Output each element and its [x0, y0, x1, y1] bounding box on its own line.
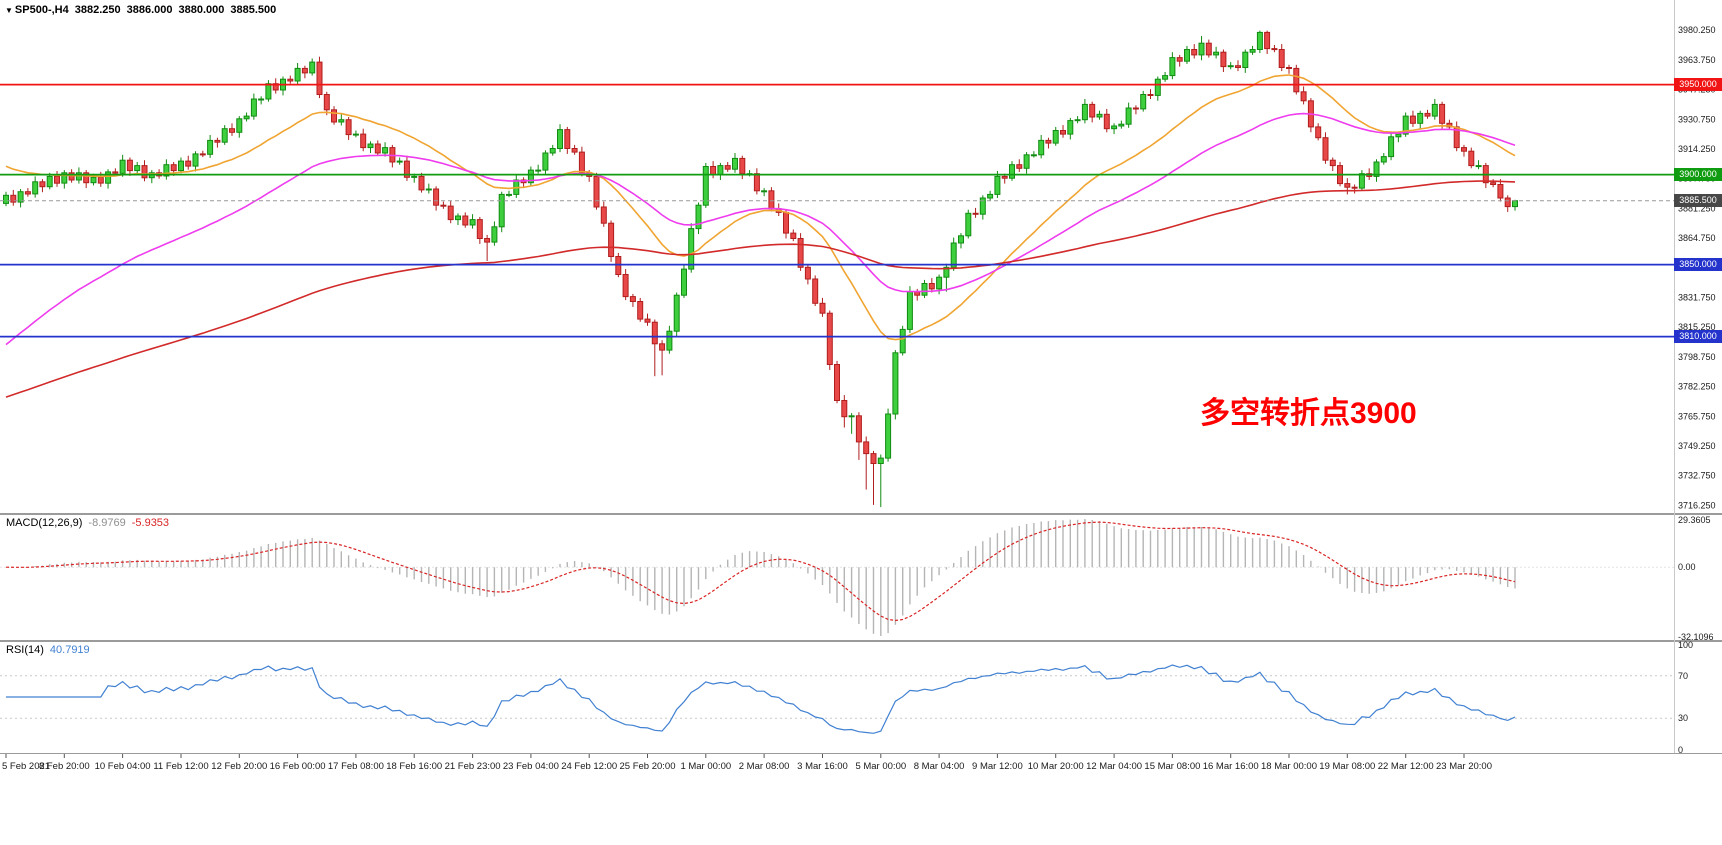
- svg-text:3732.750: 3732.750: [1678, 471, 1716, 481]
- svg-text:3980.250: 3980.250: [1678, 25, 1716, 35]
- macd-value-signal: -5.9353: [131, 517, 170, 529]
- svg-text:3782.250: 3782.250: [1678, 382, 1716, 392]
- moving-averages-layer[interactable]: [5, 74, 1516, 398]
- svg-text:17 Feb 08:00: 17 Feb 08:00: [328, 761, 384, 772]
- macd-signal-line: [5, 521, 1516, 622]
- svg-text:3 Mar 16:00: 3 Mar 16:00: [797, 761, 848, 772]
- svg-text:22 Mar 12:00: 22 Mar 12:00: [1378, 761, 1434, 772]
- svg-text:3831.750: 3831.750: [1678, 292, 1716, 302]
- macd-panel[interactable]: [0, 519, 1674, 636]
- svg-text:3798.750: 3798.750: [1678, 352, 1716, 362]
- svg-text:25 Feb 20:00: 25 Feb 20:00: [620, 761, 676, 772]
- rsi-value: 40.7919: [49, 644, 90, 656]
- svg-text:-32.1096: -32.1096: [1678, 632, 1714, 642]
- svg-text:30: 30: [1678, 713, 1688, 723]
- svg-text:1 Mar 00:00: 1 Mar 00:00: [680, 761, 731, 772]
- svg-text:3963.750: 3963.750: [1678, 55, 1716, 65]
- svg-text:29.3605: 29.3605: [1678, 515, 1711, 525]
- svg-text:18 Mar 00:00: 18 Mar 00:00: [1261, 761, 1317, 772]
- svg-text:18 Feb 16:00: 18 Feb 16:00: [386, 761, 442, 772]
- svg-text:9 Mar 12:00: 9 Mar 12:00: [972, 761, 1023, 772]
- ohlc-open: 3882.250: [74, 4, 121, 16]
- svg-text:16 Mar 16:00: 16 Mar 16:00: [1203, 761, 1259, 772]
- svg-text:0.00: 0.00: [1678, 562, 1696, 572]
- svg-text:3749.250: 3749.250: [1678, 441, 1716, 451]
- svg-text:8 Mar 04:00: 8 Mar 04:00: [914, 761, 965, 772]
- object-marker-icon[interactable]: ▼: [5, 6, 13, 15]
- svg-text:11 Feb 12:00: 11 Feb 12:00: [153, 761, 208, 772]
- level-lines-layer[interactable]: [0, 83, 1674, 338]
- svg-text:19 Mar 08:00: 19 Mar 08:00: [1319, 761, 1375, 772]
- price-badge-3810.000: 3810.000: [1674, 330, 1722, 344]
- fast-ma-line: [5, 74, 1516, 341]
- svg-text:3881.250: 3881.250: [1678, 203, 1716, 213]
- medium-ma-line: [5, 112, 1516, 346]
- svg-text:3864.750: 3864.750: [1678, 233, 1716, 243]
- svg-text:3716.250: 3716.250: [1678, 500, 1716, 510]
- svg-text:70: 70: [1678, 671, 1688, 681]
- svg-text:21 Feb 23:00: 21 Feb 23:00: [445, 761, 501, 772]
- slow-ma-line: [5, 180, 1516, 398]
- svg-text:3765.750: 3765.750: [1678, 411, 1716, 421]
- svg-text:10 Mar 20:00: 10 Mar 20:00: [1028, 761, 1084, 772]
- rsi-indicator-label: RSI(14) 40.7919: [6, 644, 96, 656]
- rsi-name: RSI(14): [6, 644, 44, 656]
- svg-text:2 Mar 08:00: 2 Mar 08:00: [739, 761, 790, 772]
- symbol-timeframe-label: SP500-,H4: [14, 4, 69, 16]
- rsi-panel[interactable]: [0, 664, 1674, 734]
- svg-text:24 Feb 12:00: 24 Feb 12:00: [561, 761, 617, 772]
- candles-layer[interactable]: [3, 30, 1518, 508]
- svg-text:8 Feb 20:00: 8 Feb 20:00: [39, 761, 90, 772]
- price-badge-3950.000: 3950.000: [1674, 78, 1722, 92]
- svg-text:12 Feb 20:00: 12 Feb 20:00: [211, 761, 267, 772]
- svg-text:100: 100: [1678, 640, 1693, 650]
- svg-text:16 Feb 00:00: 16 Feb 00:00: [270, 761, 326, 772]
- svg-text:3914.250: 3914.250: [1678, 144, 1716, 154]
- annotation-text[interactable]: 多空转折点3900: [1200, 397, 1417, 430]
- price-badge-3900.000: 3900.000: [1674, 168, 1722, 182]
- svg-text:3930.750: 3930.750: [1678, 114, 1716, 124]
- svg-text:5 Feb 2021: 5 Feb 2021: [2, 761, 50, 772]
- macd-indicator-label: MACD(12,26,9) -8.9769 -5.9353: [6, 517, 175, 529]
- price-axis: 3980.2503963.7503947.2503930.7503914.250…: [1678, 25, 1716, 755]
- svg-text:0: 0: [1678, 745, 1683, 755]
- chart-header: ▼ SP500-,H4 3882.250 3886.000 3880.000 3885.5…: [5, 4, 282, 16]
- ohlc-close: 3885.500: [230, 4, 277, 16]
- svg-text:3815.250: 3815.250: [1678, 322, 1716, 332]
- svg-text:12 Mar 04:00: 12 Mar 04:00: [1086, 761, 1142, 772]
- svg-text:5 Mar 00:00: 5 Mar 00:00: [855, 761, 906, 772]
- svg-text:23 Feb 04:00: 23 Feb 04:00: [503, 761, 559, 772]
- macd-name: MACD(12,26,9): [6, 517, 83, 529]
- rsi-line: [6, 664, 1516, 734]
- svg-text:10 Feb 04:00: 10 Feb 04:00: [95, 761, 151, 772]
- ohlc-high: 3886.000: [126, 4, 173, 16]
- svg-text:23 Mar 20:00: 23 Mar 20:00: [1436, 761, 1492, 772]
- macd-value-main: -8.9769: [88, 517, 126, 529]
- ohlc-low: 3880.000: [178, 4, 225, 16]
- price-badge-3850.000: 3850.000: [1674, 258, 1722, 272]
- panel-separators: [0, 0, 1722, 754]
- svg-text:15 Mar 08:00: 15 Mar 08:00: [1144, 761, 1200, 772]
- price-badge-3885.500: 3885.500: [1674, 194, 1722, 208]
